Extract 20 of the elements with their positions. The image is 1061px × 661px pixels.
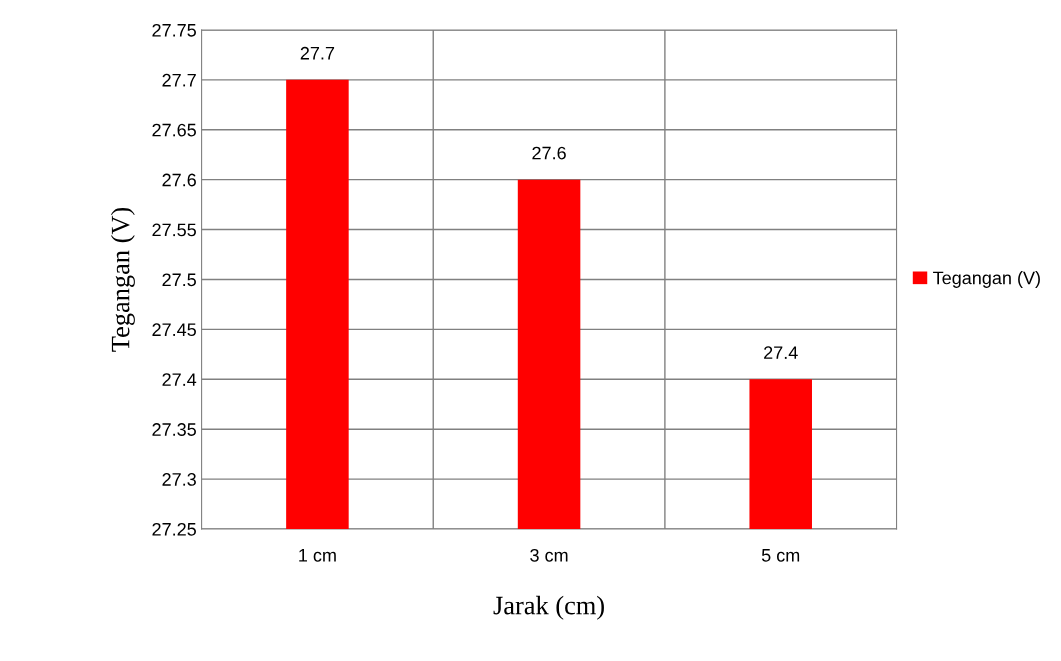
x-tick-label: 3 cm — [530, 548, 568, 562]
y-tick-label: 27.4 — [162, 373, 197, 386]
y-tick-label: 27.65 — [152, 123, 196, 137]
y-axis-title: Tegangan (V) — [110, 207, 135, 352]
data-label: 27.6 — [532, 146, 566, 160]
data-label: 27.4 — [764, 346, 798, 359]
y-tick-label: 27.55 — [152, 223, 196, 237]
x-tick-label: 1 cm — [299, 549, 336, 562]
y-tick-label: 27.5 — [162, 273, 196, 287]
y-tick-label: 27.7 — [162, 73, 196, 87]
y-tick-label: 27.35 — [152, 423, 196, 436]
legend-label: Tegangan (V) — [933, 271, 1040, 288]
y-tick-label: 27.3 — [162, 473, 196, 486]
y-tick-label: 27.6 — [162, 173, 196, 187]
y-tick-label: 27.45 — [152, 323, 196, 337]
y-tick-label: 27.25 — [152, 522, 196, 536]
y-tick-label: 27.75 — [152, 23, 196, 37]
x-tick-label: 5 cm — [761, 549, 800, 562]
x-axis-title: Jarak (cm) — [493, 595, 604, 620]
data-label: 27.7 — [300, 46, 335, 60]
